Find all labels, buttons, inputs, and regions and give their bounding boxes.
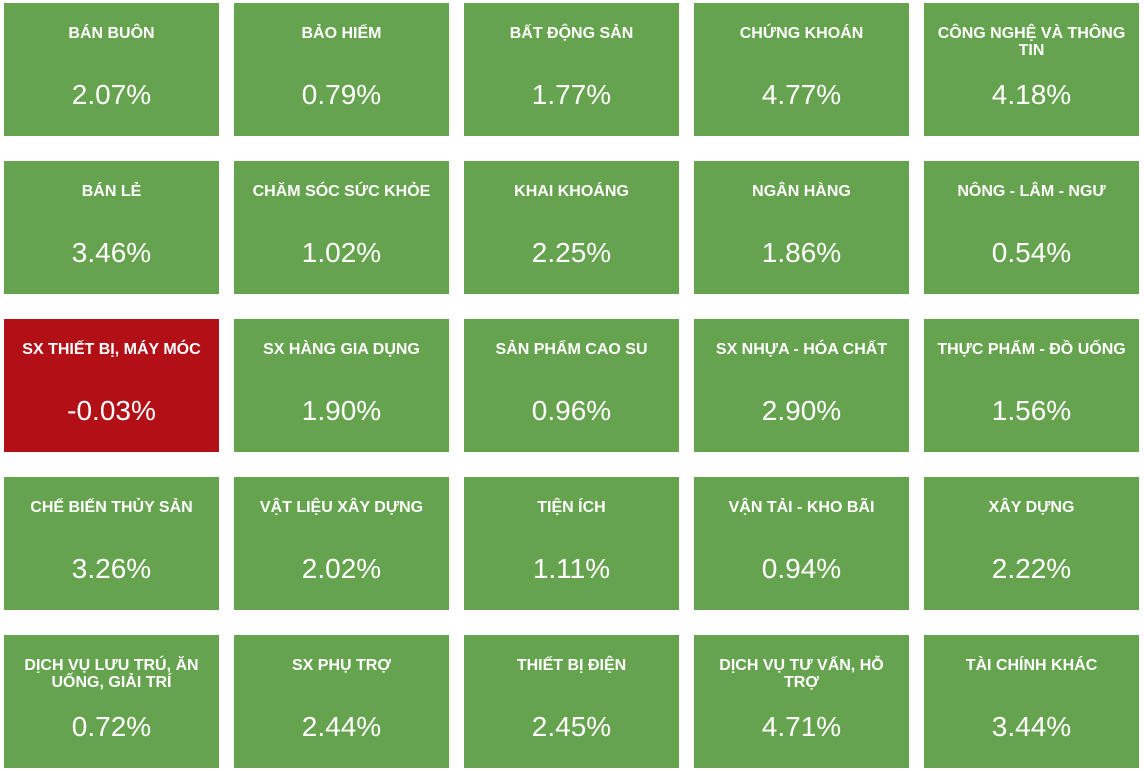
sector-tile[interactable]: BÁN BUÔN 2.07%: [4, 3, 219, 136]
sector-change: 1.77%: [531, 79, 612, 110]
sector-change: 2.44%: [301, 711, 382, 742]
sector-name: THỰC PHẨM - ĐỒ UỐNG: [937, 341, 1126, 358]
sector-change: 4.18%: [991, 79, 1072, 110]
sector-tile[interactable]: SX HÀNG GIA DỤNG 1.90%: [234, 319, 449, 452]
sector-tile[interactable]: BÁN LẺ 3.46%: [4, 161, 219, 294]
sector-change: 0.94%: [761, 553, 842, 584]
sector-tile[interactable]: VẬN TẢI - KHO BÃI 0.94%: [694, 477, 909, 610]
sector-name: CHẾ BIẾN THỦY SẢN: [30, 499, 193, 516]
sector-name: SX NHỰA - HÓA CHẤT: [715, 341, 888, 358]
sector-name: TIỆN ÍCH: [537, 499, 606, 516]
sector-change: 1.02%: [301, 237, 382, 268]
sector-tile[interactable]: SX PHỤ TRỢ 2.44%: [234, 635, 449, 768]
sector-change: 2.45%: [531, 711, 612, 742]
sector-name: BẤT ĐỘNG SẢN: [509, 25, 634, 42]
sector-change: 3.46%: [71, 237, 152, 268]
sector-tile[interactable]: CHẾ BIẾN THỦY SẢN 3.26%: [4, 477, 219, 610]
sector-name: NGÂN HÀNG: [752, 183, 851, 200]
sector-tile[interactable]: BẤT ĐỘNG SẢN 1.77%: [464, 3, 679, 136]
sector-tile[interactable]: BẢO HIỂM 0.79%: [234, 3, 449, 136]
sector-name: DỊCH VỤ TƯ VẤN, HỖ TRỢ: [719, 657, 884, 691]
sector-name: XÂY DỰNG: [988, 499, 1075, 516]
sector-tile[interactable]: NGÂN HÀNG 1.86%: [694, 161, 909, 294]
sector-name: CÔNG NGHỆ VÀ THÔNG TIN: [937, 25, 1126, 59]
sector-tile[interactable]: NÔNG - LÂM - NGƯ 0.54%: [924, 161, 1139, 294]
sector-tile[interactable]: CHĂM SÓC SỨC KHỎE 1.02%: [234, 161, 449, 294]
sector-name: SẢN PHẨM CAO SU: [495, 341, 648, 358]
sector-change: 2.07%: [71, 79, 152, 110]
sector-tile[interactable]: THIẾT BỊ ĐIỆN 2.45%: [464, 635, 679, 768]
sector-tile[interactable]: XÂY DỰNG 2.22%: [924, 477, 1139, 610]
sector-change: 0.79%: [301, 79, 382, 110]
sector-tile[interactable]: CÔNG NGHỆ VÀ THÔNG TIN 4.18%: [924, 3, 1139, 136]
sector-name: BẢO HIỂM: [301, 25, 382, 42]
sector-tile[interactable]: SX NHỰA - HÓA CHẤT 2.90%: [694, 319, 909, 452]
sector-change: 0.72%: [71, 711, 152, 742]
sector-change: 4.71%: [761, 711, 842, 742]
sector-change: 3.44%: [991, 711, 1072, 742]
sector-change: 2.02%: [301, 553, 382, 584]
sector-name: BÁN LẺ: [81, 183, 142, 200]
sector-tile[interactable]: CHỨNG KHOÁN 4.77%: [694, 3, 909, 136]
sector-name: BÁN BUÔN: [68, 25, 155, 42]
sector-name: SX PHỤ TRỢ: [292, 657, 391, 674]
sector-change: 3.26%: [71, 553, 152, 584]
sector-change: 0.96%: [531, 395, 612, 426]
sector-change: 2.22%: [991, 553, 1072, 584]
sector-change: 1.56%: [991, 395, 1072, 426]
sector-name: DỊCH VỤ LƯU TRÚ, ĂN UỐNG, GIẢI TRÍ: [24, 657, 199, 691]
sector-tile[interactable]: DỊCH VỤ LƯU TRÚ, ĂN UỐNG, GIẢI TRÍ 0.72%: [4, 635, 219, 768]
sector-name: CHĂM SÓC SỨC KHỎE: [252, 183, 431, 200]
sector-change: 2.25%: [531, 237, 612, 268]
sector-name: VẬN TẢI - KHO BÃI: [728, 499, 875, 516]
sector-change: 0.54%: [991, 237, 1072, 268]
sector-tile[interactable]: TÀI CHÍNH KHÁC 3.44%: [924, 635, 1139, 768]
sector-name: THIẾT BỊ ĐIỆN: [516, 657, 627, 674]
sector-name: NÔNG - LÂM - NGƯ: [957, 183, 1106, 200]
sector-tile[interactable]: DỊCH VỤ TƯ VẤN, HỖ TRỢ 4.71%: [694, 635, 909, 768]
sector-name: TÀI CHÍNH KHÁC: [965, 657, 1098, 674]
sector-tile[interactable]: SẢN PHẨM CAO SU 0.96%: [464, 319, 679, 452]
sector-tile[interactable]: VẬT LIỆU XÂY DỰNG 2.02%: [234, 477, 449, 610]
sector-tile[interactable]: KHAI KHOÁNG 2.25%: [464, 161, 679, 294]
sector-name: VẬT LIỆU XÂY DỰNG: [259, 499, 424, 516]
sector-change: 1.86%: [761, 237, 842, 268]
sector-tile[interactable]: TIỆN ÍCH 1.11%: [464, 477, 679, 610]
sector-name: SX THIẾT BỊ, MÁY MÓC: [22, 341, 201, 358]
sector-tile[interactable]: THỰC PHẨM - ĐỒ UỐNG 1.56%: [924, 319, 1139, 452]
sector-change: -0.03%: [67, 395, 156, 426]
sector-name: SX HÀNG GIA DỤNG: [263, 341, 420, 358]
sector-name: KHAI KHOÁNG: [514, 183, 629, 200]
sector-change: 1.11%: [532, 553, 611, 584]
sector-change: 2.90%: [761, 395, 842, 426]
sector-change: 4.77%: [761, 79, 842, 110]
sector-change: 1.90%: [301, 395, 382, 426]
sector-name: CHỨNG KHOÁN: [739, 25, 864, 42]
sector-tile[interactable]: SX THIẾT BỊ, MÁY MÓC -0.03%: [4, 319, 219, 452]
